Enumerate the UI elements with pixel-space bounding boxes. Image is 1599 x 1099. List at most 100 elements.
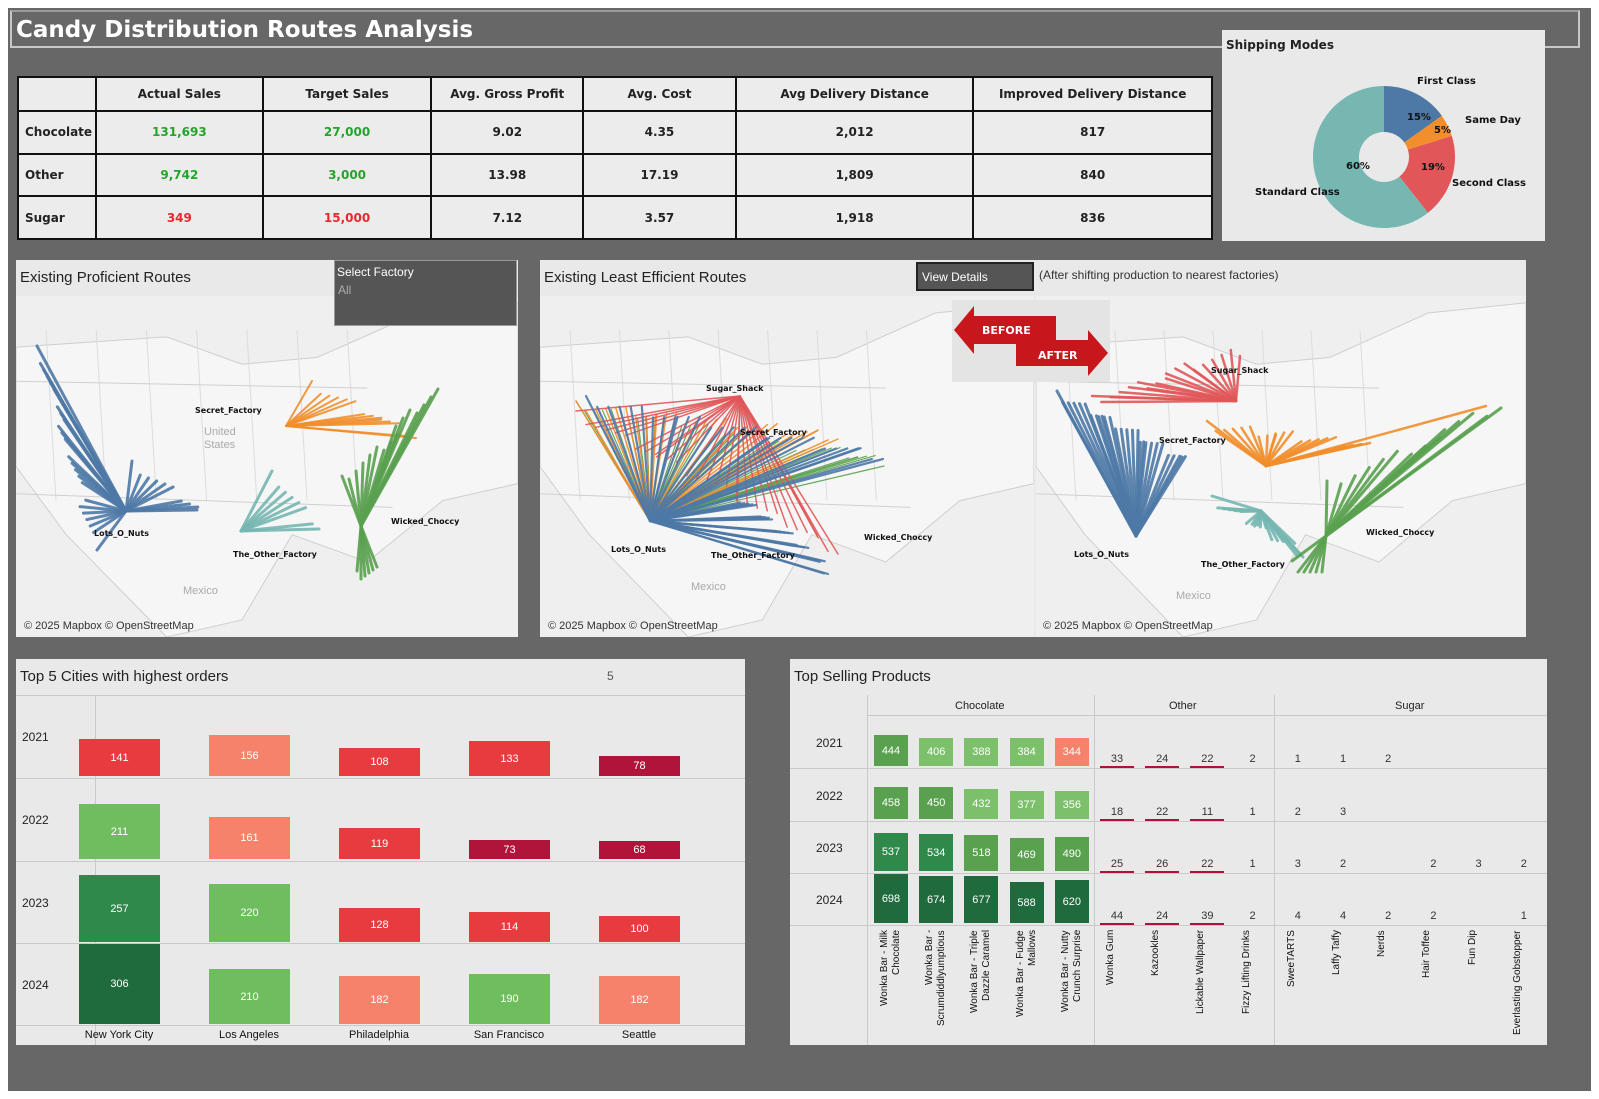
- product-sales-bar[interactable]: 677: [964, 876, 999, 923]
- kpi-row-sugar[interactable]: Sugar 349 15,000 7.12 3.57 1,918 836: [17, 195, 1213, 240]
- product-sales-value[interactable]: 3: [1294, 858, 1301, 870]
- select-factory-value[interactable]: All: [338, 283, 352, 297]
- map2-after-routes[interactable]: [1036, 296, 1526, 637]
- city-order-bar[interactable]: 100: [599, 916, 680, 942]
- route-fan-wicked-choccy[interactable]: [340, 387, 440, 581]
- city-order-bar[interactable]: 220: [209, 884, 290, 942]
- city-order-bar[interactable]: 182: [599, 976, 680, 1024]
- city-order-bar[interactable]: 161: [209, 817, 290, 859]
- product-sales-bar[interactable]: 356: [1054, 791, 1089, 819]
- product-sales-value[interactable]: 22: [1201, 858, 1214, 870]
- product-sales-value[interactable]: 11: [1201, 806, 1214, 818]
- product-sales-value[interactable]: 2: [1385, 910, 1392, 922]
- product-sales-value[interactable]: 2: [1430, 858, 1437, 870]
- product-sales-bar[interactable]: 450: [919, 787, 954, 819]
- route-fan-lots-o-nuts-after[interactable]: [1055, 389, 1187, 538]
- route-fan-lots-o-nuts[interactable]: [35, 344, 200, 552]
- product-sales-bar[interactable]: 388: [964, 738, 999, 766]
- product-sales-bar[interactable]: 444: [874, 735, 908, 766]
- product-sales-value[interactable]: 1: [1520, 910, 1527, 922]
- map1-canvas[interactable]: United States Mexico Secret_Factory Lots…: [16, 296, 518, 637]
- product-sales-value[interactable]: 4: [1339, 910, 1347, 922]
- map2-after-canvas[interactable]: Mexico Sugar_Shack Secret_Factory Lots_O…: [1036, 296, 1526, 637]
- route-fan-other-factory-after[interactable]: [1210, 494, 1305, 559]
- city-order-bar[interactable]: 133: [469, 741, 550, 776]
- city-order-bar[interactable]: 190: [469, 974, 550, 1024]
- product-sales-bar[interactable]: 674: [919, 876, 954, 923]
- product-sales-bar[interactable]: 518: [964, 835, 999, 871]
- city-order-bar[interactable]: 128: [339, 908, 420, 942]
- product-sales-bar[interactable]: 620: [1054, 880, 1089, 923]
- product-sales-value[interactable]: 4: [1294, 910, 1301, 922]
- donut-slice-second-class[interactable]: [1399, 135, 1455, 213]
- product-sales-value[interactable]: 2: [1385, 753, 1392, 765]
- product-sales-value[interactable]: 22: [1156, 806, 1169, 818]
- kpi-row-other[interactable]: Other 9,742 3,000 13.98 17.19 1,809 840: [17, 152, 1213, 198]
- route-fan-wicked-choccy-after[interactable]: [1290, 406, 1503, 574]
- donut-slice-first-class[interactable]: [1384, 86, 1442, 143]
- before-after-toggle[interactable]: BEFORE AFTER: [952, 300, 1110, 382]
- city-order-bar[interactable]: 141: [79, 739, 160, 776]
- map1-routes[interactable]: [16, 296, 518, 637]
- product-sales-value[interactable]: 2: [1294, 806, 1301, 818]
- city-order-bar[interactable]: 119: [339, 828, 420, 859]
- product-sales-value[interactable]: 22: [1201, 753, 1214, 765]
- product-sales-bar[interactable]: 384: [1009, 738, 1044, 766]
- product-sales-value[interactable]: 24: [1156, 753, 1169, 765]
- product-sales-value[interactable]: 18: [1110, 806, 1124, 818]
- donut-slice-same-day[interactable]: [1404, 115, 1452, 150]
- product-sales-value[interactable]: 25: [1110, 858, 1124, 870]
- product-sales-value[interactable]: 44: [1110, 910, 1124, 922]
- route-fan-secret-factory[interactable]: [285, 380, 417, 439]
- product-sales-value[interactable]: 1: [1249, 858, 1256, 870]
- before-arrow-icon[interactable]: [952, 300, 1110, 382]
- donut-slice-standard-class[interactable]: [1313, 86, 1428, 229]
- city-order-bar[interactable]: 78: [599, 756, 680, 776]
- route-fan-secret-factory-after[interactable]: [1205, 404, 1488, 468]
- city-order-bar[interactable]: 306: [79, 944, 160, 1024]
- product-sales-value[interactable]: 2: [1520, 858, 1527, 870]
- product-sales-bar[interactable]: 490: [1054, 837, 1089, 871]
- kpi-row-chocolate[interactable]: Chocolate 131,693 27,000 9.02 4.35 2,012…: [17, 110, 1213, 155]
- product-sales-bar[interactable]: 469: [1009, 838, 1044, 871]
- product-sales-bar[interactable]: 458: [874, 787, 908, 819]
- product-sales-value[interactable]: 1: [1249, 806, 1256, 818]
- product-sales-value[interactable]: 3: [1339, 806, 1347, 818]
- product-sales-value[interactable]: 3: [1475, 858, 1482, 870]
- route-fan-other-factory[interactable]: [239, 469, 321, 533]
- product-sales-value[interactable]: 33: [1110, 753, 1124, 765]
- city-order-bar[interactable]: 68: [599, 841, 680, 859]
- product-sales-bar[interactable]: 406: [919, 738, 954, 766]
- city-order-bar[interactable]: 182: [339, 976, 420, 1024]
- route-lines-blue[interactable]: [584, 394, 885, 576]
- city-order-bar[interactable]: 210: [209, 969, 290, 1024]
- map2-before-routes[interactable]: [540, 296, 1034, 637]
- city-order-bar[interactable]: 257: [79, 875, 160, 942]
- city-order-bar[interactable]: 73: [469, 840, 550, 859]
- product-sales-value[interactable]: 24: [1156, 910, 1169, 922]
- route-fan-sugar-shack[interactable]: [1090, 348, 1242, 404]
- product-sales-bar[interactable]: 537: [874, 833, 908, 871]
- city-order-bar[interactable]: 156: [209, 735, 290, 776]
- shipping-donut-chart[interactable]: 15%5% 19% 60%: [1222, 30, 1545, 241]
- city-order-bar[interactable]: 114: [469, 912, 550, 942]
- product-sales-value[interactable]: 1: [1294, 753, 1301, 765]
- product-sales-bar[interactable]: 534: [919, 834, 954, 871]
- product-sales-value[interactable]: 39: [1201, 910, 1214, 922]
- product-sales-value[interactable]: 2: [1339, 858, 1347, 870]
- product-sales-bar[interactable]: 588: [1009, 882, 1044, 923]
- select-factory-filter[interactable]: Select Factory All: [334, 260, 517, 326]
- product-sales-bar[interactable]: 344: [1054, 738, 1089, 766]
- product-sales-value[interactable]: 1: [1339, 753, 1347, 765]
- city-order-bar[interactable]: 211: [79, 804, 160, 859]
- product-sales-bar[interactable]: 377: [1009, 791, 1044, 819]
- view-details-button[interactable]: View Details: [916, 262, 1034, 291]
- city-order-bar[interactable]: 108: [339, 748, 420, 776]
- product-sales-bar[interactable]: 432: [964, 789, 999, 819]
- product-sales-value[interactable]: 26: [1156, 858, 1169, 870]
- product-sales-value[interactable]: 2: [1249, 910, 1256, 922]
- product-sales-value[interactable]: 2: [1249, 753, 1256, 765]
- map2-before-canvas[interactable]: Mexico Sugar_Shack Secret_Factory Lots_O…: [540, 296, 1034, 637]
- product-sales-bar[interactable]: 698: [874, 874, 908, 923]
- product-sales-value[interactable]: 2: [1430, 910, 1437, 922]
